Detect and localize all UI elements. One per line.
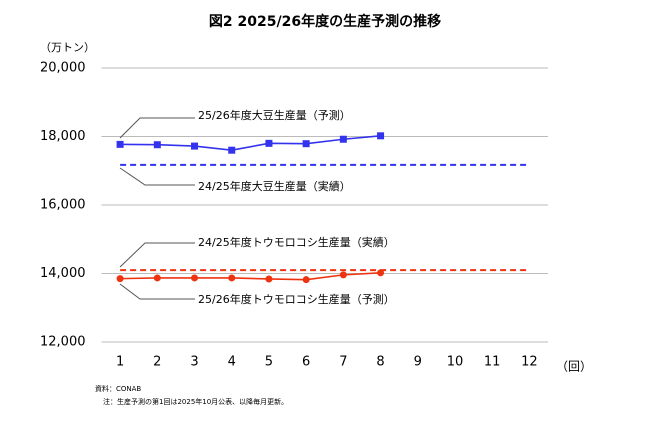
note: 資料：CONAB	[95, 384, 141, 393]
annotation: 25/26年度大豆生産量（予測）	[198, 108, 351, 122]
marker	[302, 276, 310, 284]
marker	[339, 271, 347, 279]
leader-line	[119, 242, 195, 268]
y-axis-label: （万トン）	[40, 41, 95, 54]
x-axis-label: （回）	[556, 360, 592, 374]
marker	[302, 140, 310, 148]
y-tick-label: 20,000	[40, 61, 86, 76]
x-tick-label: 7	[339, 355, 347, 370]
series-line	[120, 135, 381, 152]
x-tick-label: 6	[302, 355, 310, 370]
x-tick-label: 12	[521, 355, 538, 370]
x-tick-label: 10	[447, 355, 464, 370]
x-tick-label: 2	[153, 355, 161, 370]
marker	[265, 139, 273, 147]
note: 注：生産予測の第1回は2025年10月公表、以降毎月更新。	[103, 397, 288, 406]
marker	[153, 274, 161, 282]
leader-line	[119, 167, 195, 186]
y-tick-label: 12,000	[40, 335, 86, 350]
marker	[377, 269, 385, 277]
x-tick-label: 11	[484, 355, 501, 370]
marker	[228, 146, 236, 154]
annotation: 25/26年度トウモロコシ生産量（予測）	[198, 292, 395, 306]
marker	[339, 135, 347, 143]
series-line	[120, 272, 381, 281]
leader-line	[119, 117, 195, 139]
y-tick-label: 14,000	[40, 266, 86, 281]
marker	[265, 275, 273, 283]
marker	[116, 275, 124, 283]
x-tick-label: 5	[265, 355, 273, 370]
marker	[191, 274, 199, 282]
x-tick-label: 4	[228, 355, 236, 370]
annotation: 24/25年度トウモロコシ生産量（実績）	[198, 235, 395, 249]
marker	[191, 142, 199, 150]
y-tick-label: 18,000	[40, 129, 86, 144]
marker	[377, 132, 385, 140]
annotation: 24/25年度大豆生産量（実績）	[198, 179, 351, 193]
x-tick-label: 3	[190, 355, 198, 370]
x-tick-label: 9	[414, 355, 422, 370]
x-tick-label: 8	[376, 355, 384, 370]
marker	[116, 140, 124, 148]
marker	[153, 141, 161, 149]
chart-title: 図2 2025/26年度の生産予測の推移	[209, 13, 441, 30]
x-tick-label: 1	[116, 355, 124, 370]
leader-line	[119, 283, 195, 300]
y-tick-label: 16,000	[40, 198, 86, 213]
marker	[228, 274, 236, 282]
